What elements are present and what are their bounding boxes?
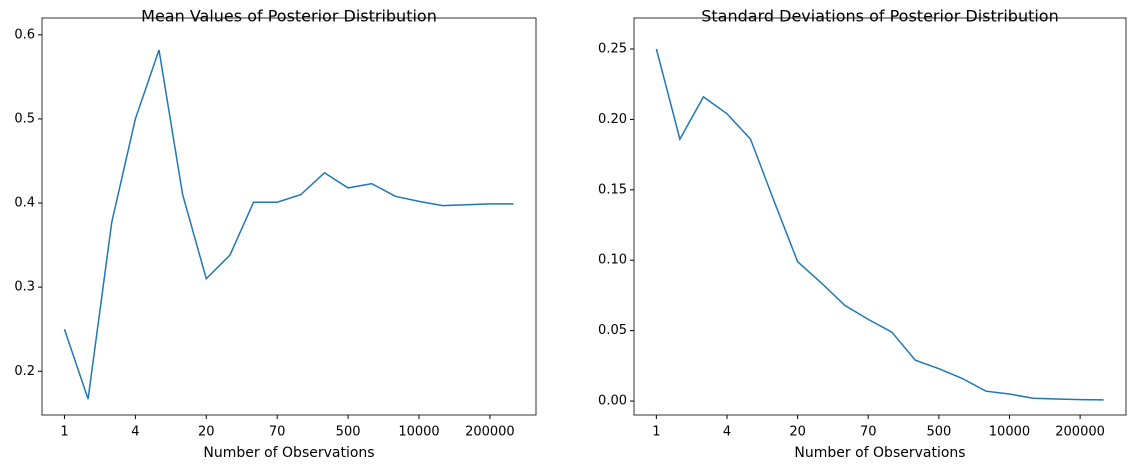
- x-tick-label: 1: [652, 425, 660, 440]
- y-tick-label: 0.15: [598, 182, 627, 197]
- x-tick-label: 1: [60, 425, 68, 440]
- y-tick-label: 0.25: [598, 41, 627, 56]
- y-tick-label: 0.05: [598, 323, 627, 338]
- x-tick-label: 10000: [989, 425, 1030, 440]
- x-axis-label: Number of Observations: [203, 445, 374, 461]
- chart-title: Standard Deviations of Posterior Distrib…: [701, 7, 1058, 26]
- x-tick-label: 4: [723, 425, 731, 440]
- y-tick-label: 0.2: [14, 364, 35, 379]
- x-axis-label: Number of Observations: [794, 445, 965, 461]
- line: [655, 48, 1104, 401]
- y-tick-label: 0.20: [598, 112, 627, 127]
- y-tick-label: 0.6: [14, 27, 35, 42]
- y-tick-label: 0.10: [598, 253, 627, 268]
- x-tick-label: 200000: [465, 425, 515, 440]
- y-tick-label: 0.4: [14, 196, 35, 211]
- x-tick-label: 20: [789, 425, 806, 440]
- y-tick-label: 0.5: [14, 111, 35, 126]
- plot-frame: [41, 17, 537, 416]
- y-tick-label: 0.00: [598, 394, 627, 409]
- x-tick-label: 70: [860, 425, 877, 440]
- x-tick-label: 4: [131, 425, 139, 440]
- x-tick-label: 200000: [1055, 425, 1105, 440]
- x-tick-label: 10000: [398, 425, 439, 440]
- x-tick-label: 70: [269, 425, 286, 440]
- y-tick-label: 0.3: [14, 280, 35, 295]
- x-tick-label: 500: [926, 425, 951, 440]
- line: [63, 49, 514, 400]
- chart-title: Mean Values of Posterior Distribution: [141, 7, 437, 26]
- x-tick-label: 500: [336, 425, 361, 440]
- plot-frame: [633, 17, 1127, 416]
- x-tick-label: 20: [198, 425, 215, 440]
